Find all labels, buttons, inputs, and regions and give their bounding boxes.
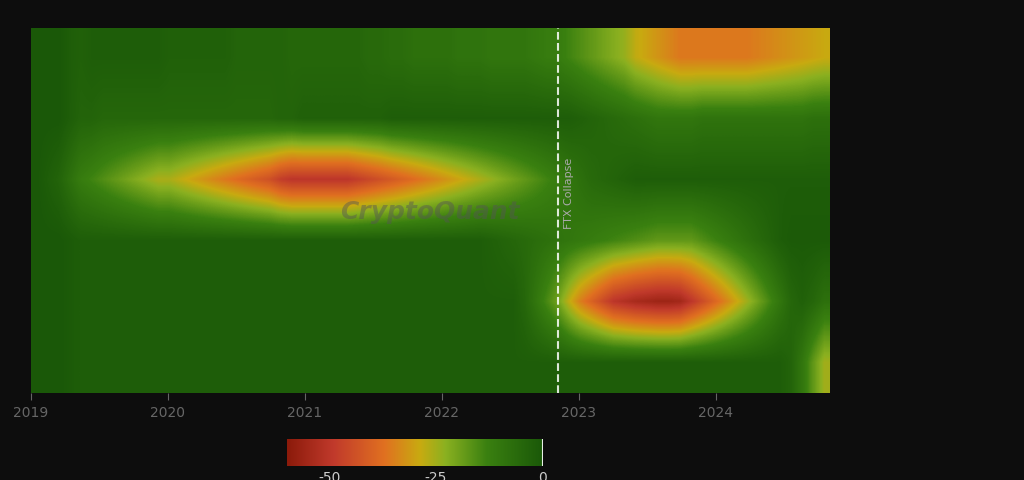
Text: FTX Collapse: FTX Collapse bbox=[563, 157, 573, 228]
Text: CryptoQuant: CryptoQuant bbox=[340, 199, 520, 223]
